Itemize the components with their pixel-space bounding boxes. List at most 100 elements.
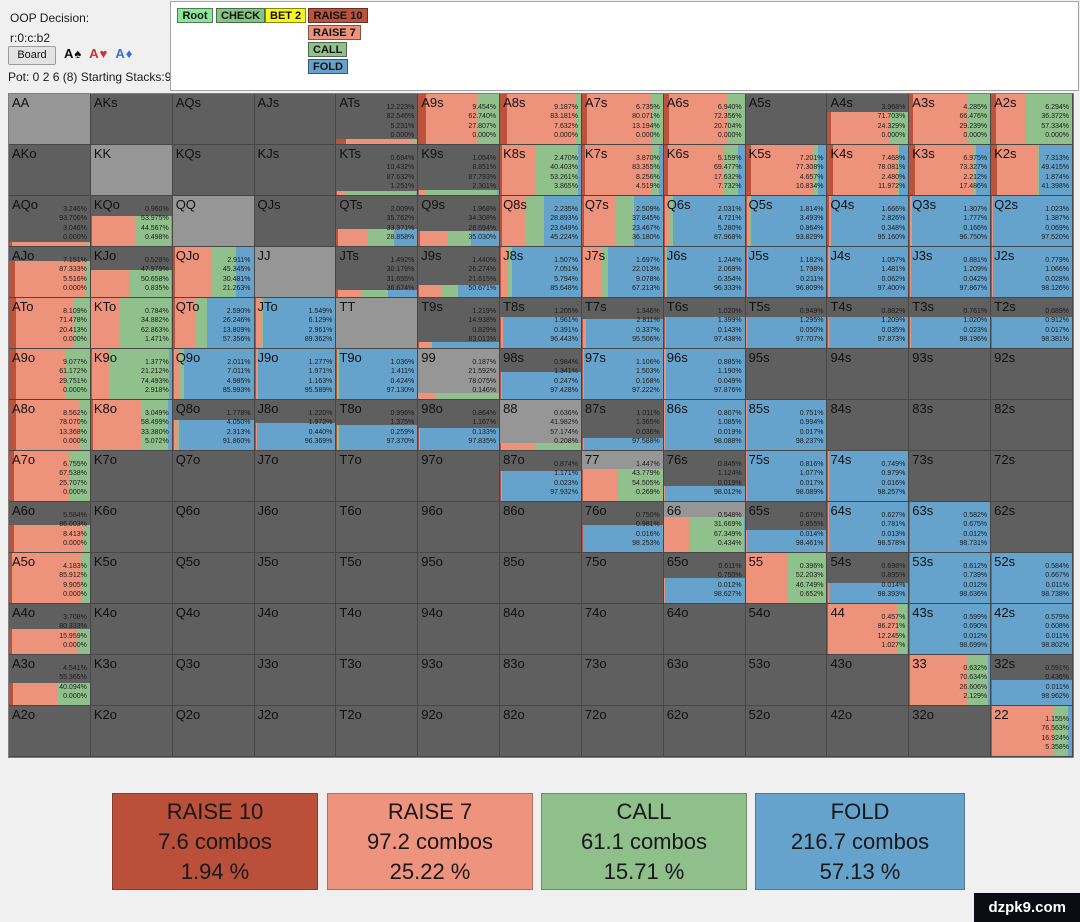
cell-A8s[interactable]: 9.187% 83.181% 7.632% 0.000% A8s	[500, 94, 582, 145]
cell-62s[interactable]: 62s	[991, 502, 1073, 553]
cell-84o[interactable]: 84o	[500, 604, 582, 655]
cell-86s[interactable]: 0.807% 1.085% 0.019% 98.088% 86s	[663, 400, 746, 451]
nav-call-button[interactable]: CALL	[308, 42, 348, 57]
cell-ATo[interactable]: 8.109% 71.478% 20.413% 0.000% ATo	[9, 298, 91, 349]
cell-A7o[interactable]: 6.755% 67.538% 25.707% 0.000% A7o	[9, 451, 91, 502]
cell-75o[interactable]: 75o	[581, 553, 664, 604]
cell-J7o[interactable]: J7o	[254, 451, 337, 502]
cell-T6o[interactable]: T6o	[336, 502, 419, 553]
board-button[interactable]: Board	[8, 46, 56, 65]
cell-64s[interactable]: 0.627% 0.781% 0.013% 98.578% 64s	[827, 502, 910, 553]
cell-KJs[interactable]: KJs	[254, 145, 337, 196]
cell-K3s[interactable]: 6.975% 73.327% 2.212% 17.486% K3s	[909, 145, 992, 196]
cell-77[interactable]: 1.447% 43.779% 54.505% 0.269% 77	[581, 451, 664, 502]
cell-Q5o[interactable]: Q5o	[172, 553, 255, 604]
cell-K9s[interactable]: 1.054% 8.851% 87.793% 2.301% K9s	[418, 145, 501, 196]
summary-raise10-box[interactable]: RAISE 10 7.6 combos 1.94 %	[112, 793, 318, 890]
cell-A2o[interactable]: A2o	[9, 706, 91, 757]
cell-JJ[interactable]: JJ	[254, 247, 337, 298]
nav-bet2-button[interactable]: BET 2	[265, 8, 307, 23]
cell-K6s[interactable]: 5.159% 69.477% 17.632% 7.732% K6s	[663, 145, 746, 196]
cell-J2s[interactable]: 0.779% 1.066% 0.028% 98.126% J2s	[991, 247, 1073, 298]
cell-94o[interactable]: 94o	[418, 604, 501, 655]
cell-32o[interactable]: 32o	[909, 706, 992, 757]
cell-92s[interactable]: 92s	[991, 349, 1073, 400]
cell-94s[interactable]: 94s	[827, 349, 910, 400]
cell-86o[interactable]: 86o	[500, 502, 582, 553]
nav-check-button[interactable]: CHECK	[216, 8, 266, 23]
cell-J8o[interactable]: 1.220% 1.972% 0.440% 96.369% J8o	[254, 400, 337, 451]
cell-K9o[interactable]: 1.377% 21.212% 74.493% 2.918% K9o	[90, 349, 173, 400]
cell-K2s[interactable]: 7.313% 49.415% 1.874% 41.398% K2s	[991, 145, 1073, 196]
cell-A4o[interactable]: 3.708% 80.333% 15.959% 0.000% A4o	[9, 604, 91, 655]
cell-QTo[interactable]: 2.590% 26.246% 13.809% 57.356% QTo	[172, 298, 255, 349]
cell-A6o[interactable]: 5.584% 86.003% 8.413% 0.000% A6o	[9, 502, 91, 553]
cell-K3o[interactable]: K3o	[90, 655, 173, 706]
cell-A5o[interactable]: 4.183% 85.912% 9.905% 0.000% A5o	[9, 553, 91, 604]
cell-72s[interactable]: 72s	[991, 451, 1073, 502]
cell-KTs[interactable]: 0.684% 10.432% 87.632% 1.251% KTs	[336, 145, 419, 196]
cell-83s[interactable]: 83s	[909, 400, 992, 451]
cell-76s[interactable]: 0.845% 1.124% 0.019% 98.012% 76s	[663, 451, 746, 502]
cell-97o[interactable]: 97o	[418, 451, 501, 502]
cell-43s[interactable]: 0.599% 0.690% 0.012% 98.699% 43s	[909, 604, 992, 655]
cell-82s[interactable]: 82s	[991, 400, 1073, 451]
cell-74s[interactable]: 0.749% 0.979% 0.016% 98.257% 74s	[827, 451, 910, 502]
cell-AJs[interactable]: AJs	[254, 94, 337, 145]
cell-T8o[interactable]: 0.996% 1.375% 0.259% 97.370% T8o	[336, 400, 419, 451]
cell-Q6o[interactable]: Q6o	[172, 502, 255, 553]
cell-87s[interactable]: 1.011% 1.365% 0.036% 97.588% 87s	[581, 400, 664, 451]
cell-75s[interactable]: 0.816% 1.077% 0.017% 98.089% 75s	[745, 451, 828, 502]
cell-87o[interactable]: 0.874% 1.171% 0.023% 97.932% 87o	[500, 451, 582, 502]
cell-83o[interactable]: 83o	[500, 655, 582, 706]
cell-T5o[interactable]: T5o	[336, 553, 419, 604]
cell-KTo[interactable]: 0.784% 34.882% 62.863% 1.471% KTo	[90, 298, 173, 349]
cell-T7o[interactable]: T7o	[336, 451, 419, 502]
cell-98o[interactable]: 0.864% 1.167% 0.133% 97.835% 98o	[418, 400, 501, 451]
cell-44[interactable]: 0.457% 86.271% 12.245% 1.027% 44	[827, 604, 910, 655]
cell-82o[interactable]: 82o	[500, 706, 582, 757]
cell-JTs[interactable]: 1.492% 30.179% 31.655% 36.674% JTs	[336, 247, 419, 298]
cell-63o[interactable]: 63o	[663, 655, 746, 706]
cell-Q6s[interactable]: 2.031% 4.721% 5.280% 87.968% Q6s	[663, 196, 746, 247]
cell-K7s[interactable]: 3.870% 83.355% 8.256% 4.519% K7s	[581, 145, 664, 196]
cell-A8o[interactable]: 8.562% 78.070% 13.368% 0.000% A8o	[9, 400, 91, 451]
cell-A9s[interactable]: 9.454% 62.740% 27.807% 0.000% A9s	[418, 94, 501, 145]
summary-fold-box[interactable]: FOLD 216.7 combos 57.13 %	[755, 793, 965, 890]
cell-A6s[interactable]: 6.940% 72.356% 20.704% 0.000% A6s	[663, 94, 746, 145]
cell-97s[interactable]: 1.106% 1.503% 0.168% 97.222% 97s	[581, 349, 664, 400]
summary-raise7-box[interactable]: RAISE 7 97.2 combos 25.22 %	[327, 793, 533, 890]
cell-J3s[interactable]: 0.881% 1.209% 0.042% 97.867% J3s	[909, 247, 992, 298]
cell-T8s[interactable]: 1.205% 1.961% 0.391% 96.443% T8s	[500, 298, 582, 349]
cell-T9o[interactable]: 1.036% 1.411% 0.424% 97.130% T9o	[336, 349, 419, 400]
cell-73s[interactable]: 73s	[909, 451, 992, 502]
cell-J4s[interactable]: 1.057% 1.481% 0.062% 97.400% J4s	[827, 247, 910, 298]
cell-K4s[interactable]: 7.468% 78.081% 2.480% 11.972% K4s	[827, 145, 910, 196]
cell-Q8s[interactable]: 2.235% 28.893% 23.649% 45.224% Q8s	[500, 196, 582, 247]
cell-K6o[interactable]: K6o	[90, 502, 173, 553]
nav-raise10-button[interactable]: RAISE 10	[308, 8, 368, 23]
cell-65s[interactable]: 0.670% 0.855% 0.014% 98.461% 65s	[745, 502, 828, 553]
cell-KQo[interactable]: 0.960% 53.975% 44.567% 0.498% KQo	[90, 196, 173, 247]
cell-A2s[interactable]: 6.294% 36.372% 57.334% 0.000% A2s	[991, 94, 1073, 145]
cell-22[interactable]: 1.155% 76.563% 16.924% 5.358% 22	[991, 706, 1073, 757]
cell-Q7s[interactable]: 2.509% 37.845% 23.467% 36.180% Q7s	[581, 196, 664, 247]
cell-A5s[interactable]: A5s	[745, 94, 828, 145]
cell-73o[interactable]: 73o	[581, 655, 664, 706]
cell-J9s[interactable]: 1.440% 26.274% 21.615% 50.671% J9s	[418, 247, 501, 298]
cell-KQs[interactable]: KQs	[172, 145, 255, 196]
cell-Q2o[interactable]: Q2o	[172, 706, 255, 757]
cell-QTs[interactable]: 2.009% 35.762% 33.371% 28.858% QTs	[336, 196, 419, 247]
cell-KJo[interactable]: 0.528% 47.979% 50.658% 0.835% KJo	[90, 247, 173, 298]
cell-A3o[interactable]: 4.541% 55.365% 40.094% 0.000% A3o	[9, 655, 91, 706]
cell-AQo[interactable]: 3.246% 93.706% 3.046% 0.000% AQo	[9, 196, 91, 247]
cell-T3o[interactable]: T3o	[336, 655, 419, 706]
cell-K5s[interactable]: 7.201% 77.308% 4.657% 10.834% K5s	[745, 145, 828, 196]
cell-32s[interactable]: 0.591% 0.436% 0.011% 98.962% 32s	[991, 655, 1073, 706]
cell-A7s[interactable]: 6.735% 80.071% 13.194% 0.000% A7s	[581, 94, 664, 145]
cell-54o[interactable]: 54o	[745, 604, 828, 655]
cell-42o[interactable]: 42o	[827, 706, 910, 757]
cell-93s[interactable]: 93s	[909, 349, 992, 400]
cell-96s[interactable]: 0.885% 1.190% 0.049% 97.876% 96s	[663, 349, 746, 400]
cell-QJs[interactable]: QJs	[254, 196, 337, 247]
